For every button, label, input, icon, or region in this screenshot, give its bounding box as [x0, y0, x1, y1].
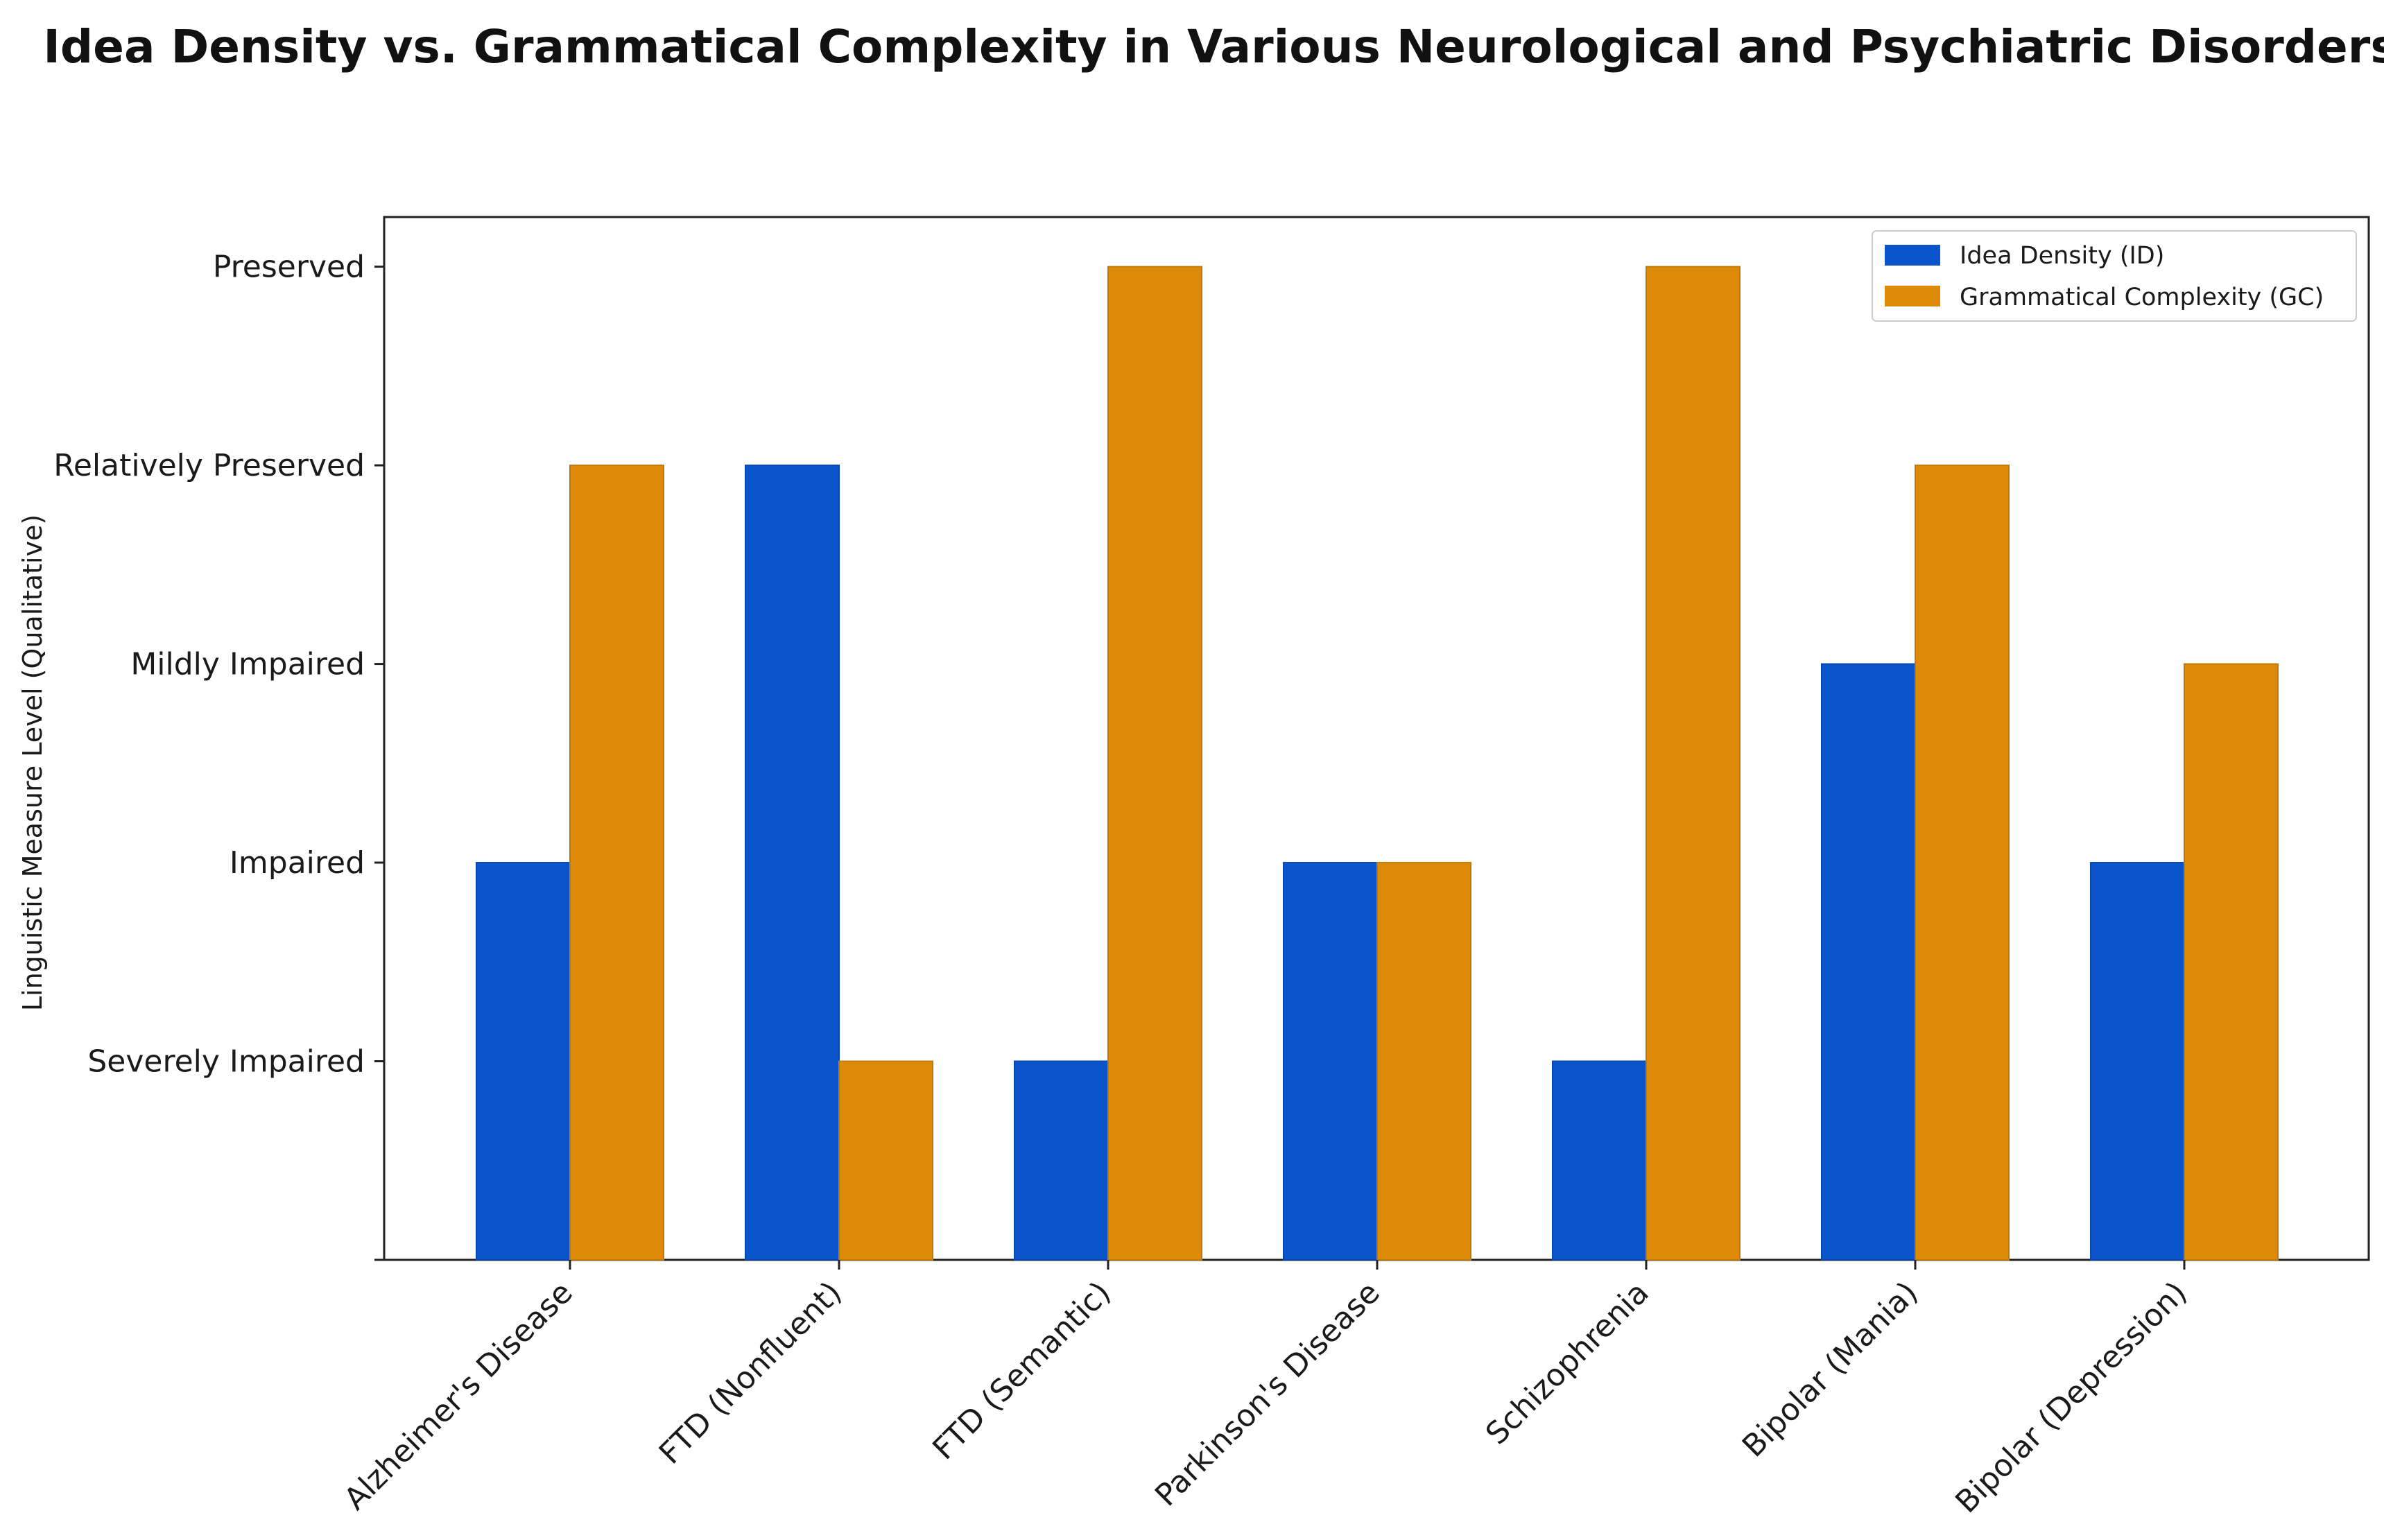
legend-swatch-idea-density [1885, 245, 1940, 266]
bar-grammatical-complexity-ftd-nonfluent [838, 1060, 933, 1261]
bar-grammatical-complexity-bipolar-depression [2184, 663, 2279, 1261]
y-tick-label-severely-impaired: Severely Impaired [87, 1044, 365, 1080]
bar-grammatical-complexity-parkinson-s-disease [1376, 862, 1471, 1261]
bar-grammatical-complexity-ftd-semantic [1107, 266, 1202, 1261]
y-tick-label-relatively-preserved: Relatively Preserved [53, 448, 365, 483]
bar-idea-density-alzheimer-s-disease [476, 862, 571, 1261]
bar-grammatical-complexity-bipolar-mania [1915, 465, 2010, 1261]
bar-grammatical-complexity-schizophrenia [1646, 266, 1741, 1261]
legend-label-idea-density: Idea Density (ID) [1960, 242, 2164, 270]
bar-idea-density-parkinson-s-disease [1283, 862, 1378, 1261]
x-tick-label-bipolar-mania: Bipolar (Mania) [1736, 1275, 1925, 1464]
x-tick-label-ftd-nonfluent: FTD (Nonfluent) [653, 1275, 849, 1471]
bars [476, 266, 2279, 1261]
y-axis-ticks: Severely Impaired Impaired Mildly Impaired… [53, 250, 384, 1261]
bar-idea-density-bipolar-mania [1821, 663, 1916, 1261]
y-tick-label-mildly-impaired: Mildly Impaired [130, 647, 365, 682]
legend-frame [1872, 230, 2357, 322]
legend: Idea Density (ID) Grammatical Complexity… [1872, 230, 2357, 322]
bar-grammatical-complexity-alzheimer-s-disease [569, 465, 664, 1261]
y-tick-label-impaired: Impaired [230, 845, 365, 881]
chart-title: Idea Density vs. Grammatical Complexity … [43, 20, 2384, 73]
bar-idea-density-ftd-semantic [1014, 1060, 1109, 1261]
bar-idea-density-bipolar-depression [2090, 862, 2185, 1261]
y-tick-label-preserved: Preserved [213, 250, 365, 285]
legend-label-grammatical-complexity: Grammatical Complexity (GC) [1960, 284, 2324, 311]
x-tick-label-parkinson-s-disease: Parkinson's Disease [1148, 1275, 1387, 1514]
x-axis-ticks: Alzheimer's Disease FTD (Nonfluent) FTD (S… [338, 1260, 2194, 1520]
x-tick-label-ftd-semantic: FTD (Semantic) [926, 1275, 1117, 1467]
bar-idea-density-ftd-nonfluent [745, 465, 840, 1261]
bar-idea-density-schizophrenia [1552, 1060, 1647, 1261]
y-axis-label: Linguistic Measure Level (Qualitative) [17, 514, 48, 1011]
legend-swatch-grammatical-complexity [1885, 286, 1940, 306]
x-tick-label-bipolar-depression: Bipolar (Depression) [1949, 1275, 2193, 1520]
x-tick-label-schizophrenia: Schizophrenia [1479, 1275, 1656, 1452]
x-tick-label-alzheimer-s-disease: Alzheimer's Disease [338, 1275, 580, 1517]
